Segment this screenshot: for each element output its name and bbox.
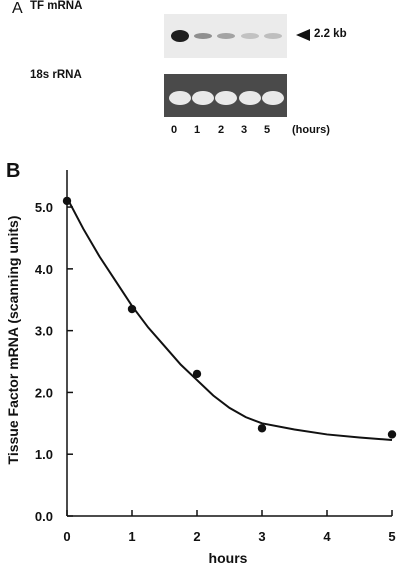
tf-band — [241, 33, 259, 39]
lane-label: 3 — [240, 124, 248, 136]
data-point — [257, 424, 267, 433]
lane-label: 1 — [193, 124, 201, 136]
x-axis-ticks: 0 1 2 3 4 5 — [63, 510, 396, 544]
x-tick-label: 2 — [193, 529, 200, 544]
size-marker-label: 2.2 kb — [314, 28, 347, 40]
rrna-band — [192, 91, 214, 105]
lane-label: 2 — [217, 124, 225, 136]
tf-blot-bands — [171, 30, 282, 42]
tf-band — [264, 33, 282, 39]
lane-label: 5 — [263, 124, 271, 136]
rrna-band — [215, 91, 237, 105]
panel-b-label: B — [6, 160, 21, 182]
chart-axes — [66, 170, 392, 517]
rrna-blot-bands — [169, 91, 284, 105]
data-points — [62, 196, 397, 439]
x-tick-label: 4 — [323, 529, 331, 544]
x-tick-label: 3 — [258, 529, 265, 544]
y-tick-label: 2.0 — [35, 385, 53, 400]
y-tick-label: 1.0 — [35, 447, 53, 462]
x-axis-label: hours — [209, 550, 248, 566]
data-point — [192, 369, 202, 379]
lane-label: 0 — [170, 124, 178, 136]
data-point — [62, 196, 72, 206]
panel-a-label: A — [12, 0, 23, 17]
tf-band — [217, 33, 235, 39]
y-tick-label: 5.0 — [35, 200, 53, 215]
rrna-band — [262, 91, 284, 105]
arrowhead-icon — [296, 29, 310, 41]
tf-band — [171, 30, 189, 42]
fit-curve — [66, 197, 393, 442]
tf-mrna-blot — [164, 14, 287, 58]
y-tick-label: 0.0 — [35, 509, 53, 524]
x-tick-label: 5 — [388, 529, 395, 544]
data-point — [387, 430, 397, 439]
tf-mrna-label: TF mRNA — [30, 0, 83, 12]
data-point — [127, 304, 137, 314]
x-tick-label: 1 — [128, 529, 135, 544]
y-tick-label: 3.0 — [35, 324, 53, 339]
rrna-band — [239, 91, 261, 105]
x-tick-label: 0 — [63, 529, 70, 544]
rrna-label: 18s rRNA — [30, 69, 82, 81]
y-tick-label: 4.0 — [35, 262, 53, 277]
lane-unit-label: (hours) — [292, 124, 330, 136]
rrna-band — [169, 91, 191, 105]
y-axis-label: Tissue Factor mRNA (scanning units) — [5, 216, 21, 465]
tf-band — [194, 33, 212, 39]
y-axis-ticks: 0.0 1.0 2.0 3.0 4.0 5.0 — [35, 200, 73, 524]
rrna-blot — [164, 74, 287, 117]
